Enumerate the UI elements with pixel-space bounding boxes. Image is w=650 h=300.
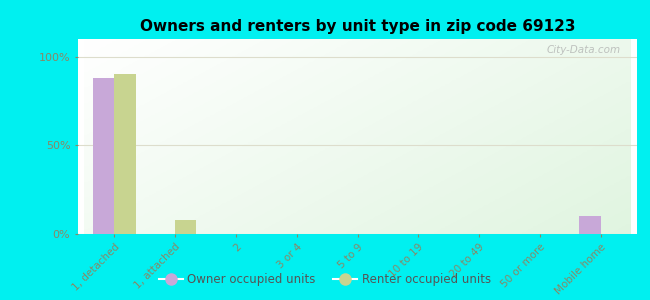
- Legend: Owner occupied units, Renter occupied units: Owner occupied units, Renter occupied un…: [154, 269, 496, 291]
- Bar: [176, 220, 196, 234]
- Bar: [93, 78, 114, 234]
- Title: Owners and renters by unit type in zip code 69123: Owners and renters by unit type in zip c…: [140, 19, 575, 34]
- Bar: [114, 74, 136, 234]
- Text: City-Data.com: City-Data.com: [546, 45, 620, 55]
- Bar: [579, 216, 601, 234]
